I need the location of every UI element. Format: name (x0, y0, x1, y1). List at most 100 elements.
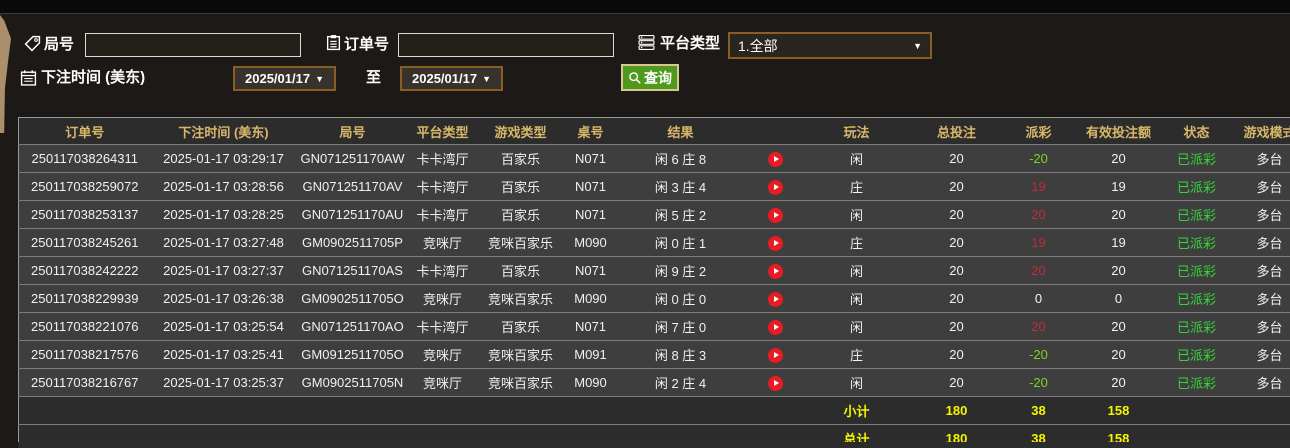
cell-total_bet: 20 (906, 228, 1007, 257)
cell-table_no: N071 (564, 200, 617, 229)
cell-total_bet: 20 (906, 284, 1007, 313)
cell-platform: 卡卡湾厅 (408, 144, 477, 173)
cell-platform: 卡卡湾厅 (408, 312, 477, 341)
play-replay-button[interactable] (768, 319, 783, 335)
cell-total_bet: 20 (906, 172, 1007, 201)
table-row: 250117038221076 2025-01-17 03:25:54 GN0712… (18, 312, 1290, 341)
cell-round: GM0902511705O (296, 284, 409, 313)
cell-result: 闲 7 庄 0 (616, 312, 745, 341)
col-status: 状态 (1166, 117, 1227, 145)
play-replay-button[interactable] (768, 347, 783, 363)
cell-round: GN071251170AW (296, 144, 409, 173)
cell-platform: 竞咪厅 (408, 368, 477, 397)
cell-play (744, 284, 807, 313)
cell-payout: 19 (1006, 172, 1071, 201)
cell-time: 2025-01-17 03:29:17 (150, 144, 297, 173)
cell-table_no: N071 (564, 312, 617, 341)
col-table_no: 桌号 (564, 117, 617, 145)
chevron-down-icon: ▼ (482, 73, 491, 84)
cell-payout: -20 (1006, 368, 1071, 397)
round-number-input[interactable] (85, 33, 301, 57)
subtotal-total-bet: 180 (906, 396, 1007, 425)
play-replay-button[interactable] (768, 375, 783, 391)
col-game: 游戏类型 (476, 117, 565, 145)
cell-mode: 多台 (1226, 368, 1290, 397)
tag-icon (24, 35, 41, 52)
cell-payout: 19 (1006, 228, 1071, 257)
cell-mode: 多台 (1226, 200, 1290, 229)
cell-status: 已派彩 (1166, 284, 1227, 313)
col-platform: 平台类型 (408, 117, 477, 145)
cell-round: GM0912511705O (296, 340, 409, 369)
cell-total_bet: 20 (906, 312, 1007, 341)
play-replay-button[interactable] (768, 179, 783, 195)
bet-time-label: 下注时间 (美东) (41, 69, 146, 86)
cell-total_bet: 20 (906, 368, 1007, 397)
order-number-input[interactable] (398, 33, 614, 57)
cell-status: 已派彩 (1166, 172, 1227, 201)
col-side: 玩法 (806, 117, 907, 145)
cell-total_bet: 20 (906, 200, 1007, 229)
play-replay-button[interactable] (768, 151, 783, 167)
cell-side: 庄 (806, 172, 907, 201)
query-button-label: 查询 (644, 69, 672, 86)
col-time: 下注时间 (美东) (150, 117, 297, 145)
table-row: 250117038216767 2025-01-17 03:25:37 GM0902… (18, 368, 1290, 397)
table-row: 250117038242222 2025-01-17 03:27:37 GN0712… (18, 256, 1290, 285)
col-valid_bet: 有效投注额 (1070, 117, 1167, 145)
date-to-picker[interactable]: 2025/01/17 ▼ (400, 66, 503, 91)
table-row: 250117038253137 2025-01-17 03:28:25 GN0712… (18, 200, 1290, 229)
table-row: 250117038217576 2025-01-17 03:25:41 GM0912… (18, 340, 1290, 369)
cell-platform: 卡卡湾厅 (408, 200, 477, 229)
cell-play (744, 200, 807, 229)
cell-platform: 卡卡湾厅 (408, 172, 477, 201)
cell-round: GN071251170AO (296, 312, 409, 341)
cell-payout: 20 (1006, 312, 1071, 341)
cell-result: 闲 8 庄 3 (616, 340, 745, 369)
date-from-value: 2025/01/17 (245, 71, 311, 86)
cell-status: 已派彩 (1166, 228, 1227, 257)
clipboard-icon (325, 34, 342, 51)
subtotal-valid-bet: 158 (1070, 396, 1167, 425)
cell-status: 已派彩 (1166, 368, 1227, 397)
play-replay-button[interactable] (768, 291, 783, 307)
platform-type-label: 平台类型 (660, 35, 721, 52)
cell-game: 百家乐 (476, 256, 565, 285)
subtotal-empty-tail (1166, 396, 1290, 425)
platform-type-select[interactable]: 1.全部 ▼ (728, 32, 932, 59)
cell-valid_bet: 19 (1070, 228, 1167, 257)
cell-status: 已派彩 (1166, 200, 1227, 229)
cell-order: 250117038217576 (18, 340, 151, 369)
cell-total_bet: 20 (906, 144, 1007, 173)
to-label: 至 (366, 69, 382, 86)
cell-play (744, 312, 807, 341)
cell-side: 庄 (806, 228, 907, 257)
cell-table_no: M090 (564, 284, 617, 313)
col-mode: 游戏模式 (1226, 117, 1290, 145)
cell-order: 250117038242222 (18, 256, 151, 285)
col-play (744, 117, 807, 145)
play-replay-button[interactable] (768, 235, 783, 251)
cell-table_no: M091 (564, 340, 617, 369)
play-replay-button[interactable] (768, 263, 783, 279)
cell-round: GM0902511705N (296, 368, 409, 397)
cell-side: 闲 (806, 368, 907, 397)
cell-result: 闲 9 庄 2 (616, 256, 745, 285)
grand-total-empty-tail (1166, 424, 1290, 442)
platform-type-selected-value: 1.全部 (738, 37, 778, 54)
cell-mode: 多台 (1226, 144, 1290, 173)
date-from-picker[interactable]: 2025/01/17 ▼ (233, 66, 336, 91)
cell-status: 已派彩 (1166, 256, 1227, 285)
table-header-row: 订单号 下注时间 (美东) 局号 平台类型 游戏类型 桌号 结果 玩法 总投注 派彩 有效投注额 状态… (18, 117, 1290, 145)
play-replay-button[interactable] (768, 207, 783, 223)
cell-order: 250117038264311 (18, 144, 151, 173)
cell-round: GM0902511705P (296, 228, 409, 257)
cell-time: 2025-01-17 03:25:41 (150, 340, 297, 369)
panel-collapse-handle[interactable] (0, 15, 11, 133)
cell-game: 百家乐 (476, 200, 565, 229)
query-button[interactable]: 查询 (621, 64, 679, 91)
cell-mode: 多台 (1226, 284, 1290, 313)
records-table: 订单号 下注时间 (美东) 局号 平台类型 游戏类型 桌号 结果 玩法 总投注 派彩 有效投注额 状态… (18, 117, 1290, 442)
cell-order: 250117038253137 (18, 200, 151, 229)
cell-valid_bet: 0 (1070, 284, 1167, 313)
